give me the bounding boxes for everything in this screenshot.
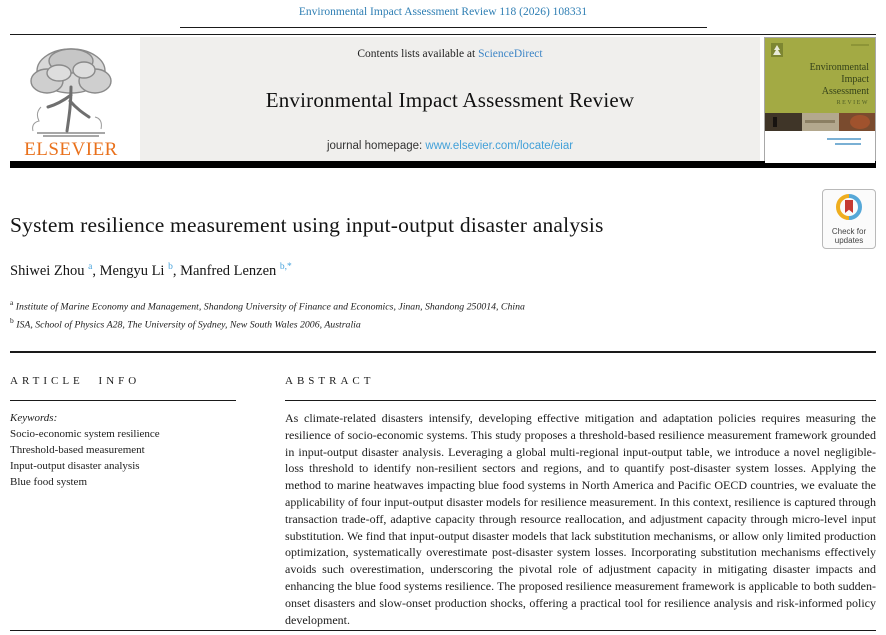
author-affiliation-superscript: b bbox=[168, 262, 173, 273]
cover-title-line1: Environmental bbox=[810, 62, 870, 73]
elsevier-logo[interactable]: ELSEVIER bbox=[10, 37, 132, 161]
journal-homepage-line: journal homepage: www.elsevier.com/locat… bbox=[327, 140, 573, 152]
citation-divider-rule bbox=[179, 27, 707, 28]
abstract-rule bbox=[285, 400, 876, 402]
journal-cover-thumbnail[interactable]: Environmental Impact Assessment REVIEW bbox=[764, 37, 876, 163]
keywords-list: Socio-economic system resilience Threshol… bbox=[10, 426, 236, 490]
contents-list-text: Contents lists available at bbox=[357, 48, 479, 60]
check-for-updates-label: Check for updates bbox=[831, 227, 867, 246]
abstract-column: ABSTRACT As climate-related disasters in… bbox=[285, 353, 876, 628]
journal-citation-line: Environmental Impact Assessment Review 1… bbox=[0, 0, 886, 18]
affiliations-block: a Institute of Marine Economy and Manage… bbox=[10, 297, 876, 332]
journal-title: Environmental Impact Assessment Review bbox=[265, 87, 635, 112]
affiliation-line: b ISA, School of Physics A28, The Univer… bbox=[10, 315, 361, 330]
check-for-updates-badge[interactable]: Check for updates bbox=[822, 189, 876, 250]
article-info-rule bbox=[10, 400, 236, 402]
abstract-heading: ABSTRACT bbox=[285, 375, 375, 388]
info-abstract-top-rule bbox=[10, 351, 876, 354]
elsevier-tree-icon bbox=[21, 43, 121, 139]
author-affiliation-superscript: a bbox=[88, 262, 93, 273]
author-name: Shiwei Zhou a bbox=[10, 262, 93, 280]
cover-subtitle: REVIEW bbox=[837, 100, 869, 106]
contents-list-line: Contents lists available at ScienceDirec… bbox=[357, 48, 542, 60]
keyword-item: Input-output disaster analysis bbox=[10, 460, 140, 473]
article-info-column: ARTICLE INFO Keywords: Socio-economic sy… bbox=[10, 353, 236, 628]
keyword-item: Socio-economic system resilience bbox=[10, 428, 160, 441]
affiliation-superscript: b bbox=[10, 315, 14, 325]
cover-photo-strip bbox=[765, 113, 875, 131]
keyword-item: Blue food system bbox=[10, 476, 87, 489]
keyword-item: Threshold-based measurement bbox=[10, 444, 145, 457]
cover-title-line2: Impact bbox=[841, 74, 869, 85]
cover-title-line3: Assessment bbox=[822, 86, 869, 97]
affiliation-line: a Institute of Marine Economy and Manage… bbox=[10, 298, 525, 313]
keywords-label: Keywords: bbox=[10, 412, 58, 425]
journal-homepage-link[interactable]: www.elsevier.com/locate/eiar bbox=[425, 140, 574, 152]
elsevier-wordmark: ELSEVIER bbox=[24, 139, 118, 160]
sciencedirect-link[interactable]: ScienceDirect bbox=[478, 48, 543, 60]
title-row: System resilience measurement using inpu… bbox=[10, 189, 876, 250]
info-abstract-columns: ARTICLE INFO Keywords: Socio-economic sy… bbox=[10, 353, 876, 628]
journal-header-block: ELSEVIER Contents lists available at Sci… bbox=[10, 34, 876, 163]
author-name: Manfred Lenzen b,* bbox=[180, 262, 292, 280]
affiliation-superscript: a bbox=[10, 298, 14, 308]
journal-citation-link[interactable]: Environmental Impact Assessment Review 1… bbox=[298, 6, 588, 18]
cover-mini-tree-icon bbox=[773, 45, 781, 55]
author-name: Mengyu Li b bbox=[99, 262, 173, 280]
article-info-heading: ARTICLE INFO bbox=[10, 375, 141, 388]
homepage-label: journal homepage: bbox=[326, 140, 426, 152]
article-title: System resilience measurement using inpu… bbox=[10, 213, 604, 237]
author-affiliation-superscript: b,* bbox=[279, 262, 292, 273]
keywords-block: Keywords: Socio-economic system resilien… bbox=[10, 410, 236, 490]
abstract-text: As climate-related disasters intensify, … bbox=[285, 411, 876, 627]
author-line: Shiwei Zhou a, Mengyu Li b, Manfred Lenz… bbox=[10, 262, 292, 280]
page-bottom-rule bbox=[10, 630, 876, 631]
crossmark-icon bbox=[836, 194, 862, 224]
header-thick-rule bbox=[10, 161, 876, 168]
journal-masthead: Contents lists available at ScienceDirec… bbox=[140, 37, 760, 161]
